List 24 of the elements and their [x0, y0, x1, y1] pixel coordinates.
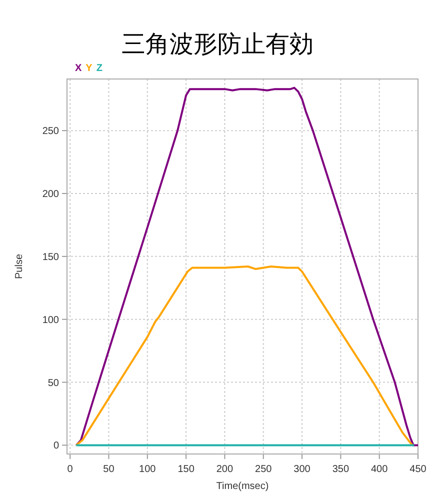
- y-tick-label: 100: [42, 314, 60, 326]
- text: Y: [86, 63, 93, 74]
- line-series: [75, 266, 414, 446]
- text: X: [75, 63, 82, 74]
- text: Z: [96, 63, 102, 74]
- y-tick-label: 50: [48, 378, 60, 389]
- x-tick-label: 0: [67, 464, 74, 475]
- x-tick-label: 250: [255, 464, 272, 475]
- chart-title: 三角波形防止有効: [122, 30, 314, 58]
- x-axis-title: Time(msec): [216, 481, 269, 492]
- y-tick-label: 150: [42, 252, 60, 263]
- y-tick-label: 0: [53, 440, 60, 452]
- x-tick-label: 350: [332, 464, 350, 475]
- y-axis-title: Pulse: [14, 254, 25, 280]
- x-tick-label: 100: [139, 464, 156, 475]
- x-tick-label: 400: [371, 464, 388, 475]
- x-tick-label: 50: [103, 464, 115, 475]
- y-tick-label: 200: [42, 189, 60, 200]
- x-tick-label: 300: [294, 464, 311, 475]
- x-tick-label: 200: [216, 464, 234, 475]
- x-tick-label: 450: [410, 464, 427, 475]
- x-tick-label: 150: [178, 464, 195, 475]
- line-series: [75, 86, 419, 446]
- y-tick-label: 250: [42, 126, 60, 138]
